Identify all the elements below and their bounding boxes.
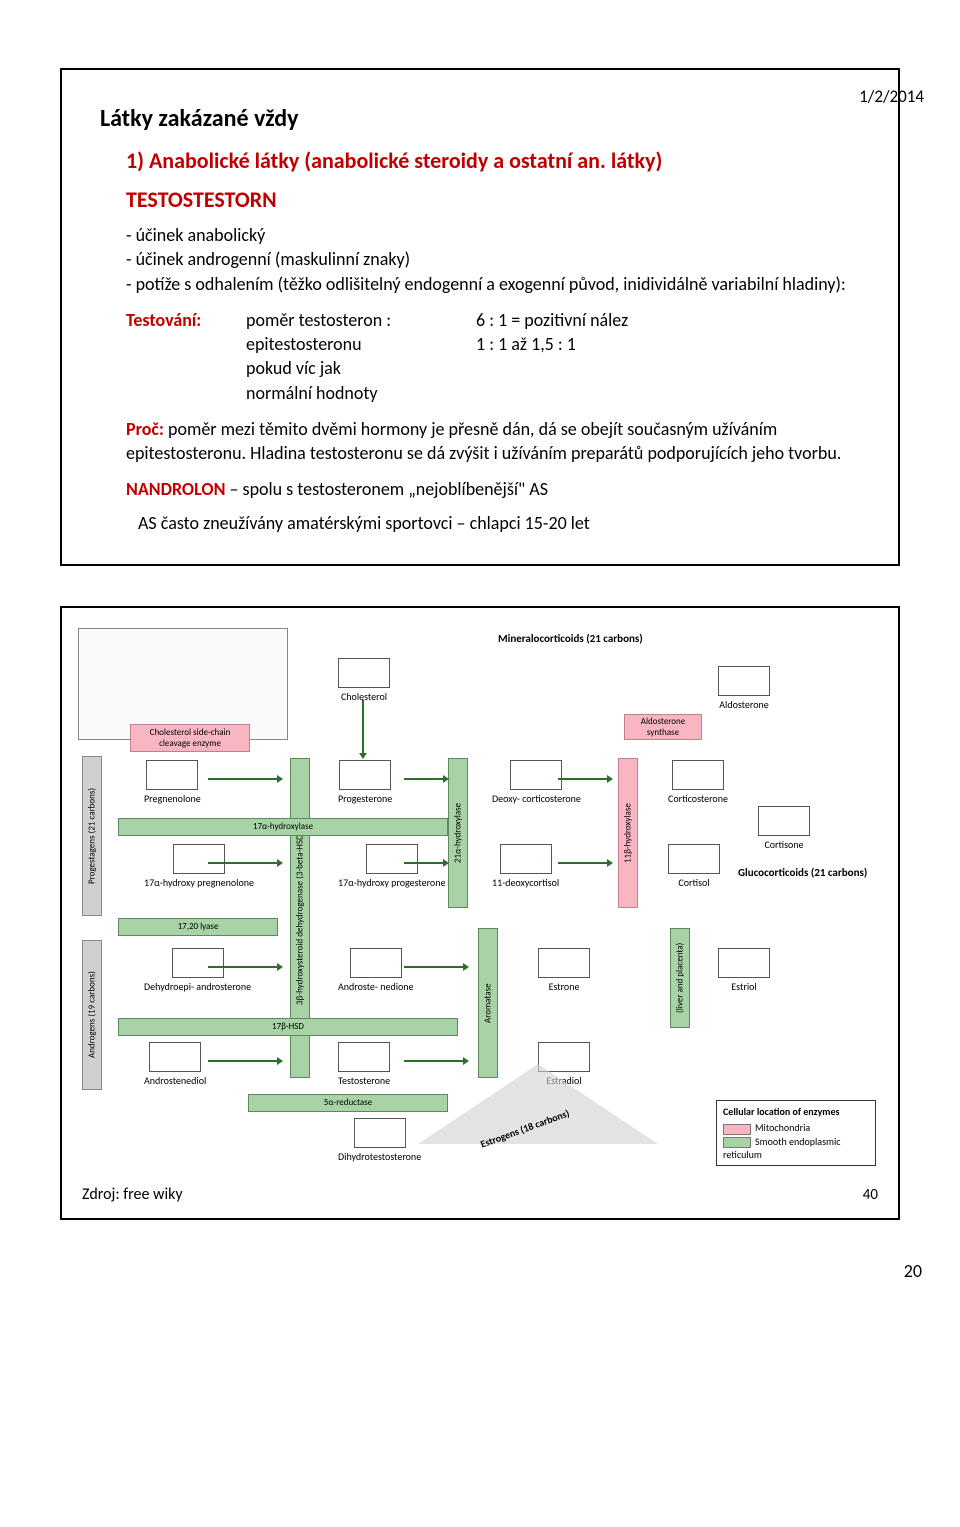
legend-item: Mitochondria xyxy=(723,1121,869,1134)
slide1-subtitle: 1) Anabolické látky (anabolické steroidy… xyxy=(126,147,860,174)
arrow xyxy=(404,1060,464,1062)
mol-cortisone: Cortisone xyxy=(758,806,810,851)
legend-item: Smooth endoplasmic reticulum xyxy=(723,1135,869,1161)
class-estrogens-triangle xyxy=(418,1064,658,1144)
slide1-bullets: účinek anabolický účinek androgenní (mas… xyxy=(126,223,860,296)
steroidogenesis-diagram: Mineralocorticoids (21 carbons) Glucocor… xyxy=(78,628,882,1172)
as-note: AS často zneužívány amatérskými sportovc… xyxy=(138,512,860,534)
mol-progesterone: Progesterone xyxy=(338,760,392,805)
mol-17a-oh-progesterone: 17α-hydroxy progesterone xyxy=(338,844,445,889)
test-col2-r3: 1 : 1 až 1,5 : 1 xyxy=(476,332,860,356)
arrow xyxy=(404,862,444,864)
proc-label: Proč: xyxy=(126,418,164,440)
nandrolon-bold: NANDROLON xyxy=(126,478,225,500)
test-col2: 6 : 1 = pozitivní nález 1 : 1 až 1,5 : 1 xyxy=(476,308,860,405)
mol-androstenediol: Androstenediol xyxy=(144,1042,206,1087)
mol-cortisol: Cortisol xyxy=(668,844,720,889)
test-col1: poměr testosteron : epitestosteronu poku… xyxy=(246,308,476,405)
slide-1: Látky zakázané vždy 1) Anabolické látky … xyxy=(60,68,900,566)
enzyme-aldosterone-synthase: Aldosterone synthase xyxy=(624,714,702,740)
mol-dihydrotestosterone: Dihydrotestosterone xyxy=(338,1118,421,1163)
mol-estriol: Estriol xyxy=(718,948,770,993)
enzyme-cholesterol-cleavage: Cholesterol side-chain cleavage enzyme xyxy=(130,724,250,752)
test-col1-r1: poměr testosteron : epitestosteronu xyxy=(246,308,476,357)
enzyme-17b-hsd: 17β-HSD xyxy=(118,1018,458,1036)
page-number: 20 xyxy=(0,1260,922,1282)
test-block: Testování: poměr testosteron : epitestos… xyxy=(126,308,860,405)
mineralocorticoids-header: Mineralocorticoids (21 carbons) xyxy=(498,632,643,645)
slide2-source: Zdroj: free wiky xyxy=(82,1185,183,1204)
test-label: Testování: xyxy=(126,308,246,405)
proc-block: Proč: poměr mezi těmito dvěmi hormony je… xyxy=(126,417,860,466)
slide-2: Mineralocorticoids (21 carbons) Glucocor… xyxy=(60,606,900,1220)
mol-estrone: Estrone xyxy=(538,948,590,993)
legend-title: Cellular location of enzymes xyxy=(723,1105,869,1118)
slide1-title: Látky zakázané vždy xyxy=(100,104,860,133)
arrow xyxy=(208,862,278,864)
mol-11-deoxycortisol: 11-deoxycortisol xyxy=(492,844,559,889)
class-progestagens: Progestagens (21 carbons) xyxy=(82,756,102,916)
arrow xyxy=(404,966,464,968)
mol-aldosterone: Aldosterone xyxy=(718,666,770,711)
mol-cholesterol: Cholesterol xyxy=(338,658,390,703)
arrow xyxy=(558,778,608,780)
slide1-hormone: TESTOSTESTORN xyxy=(126,186,860,213)
mol-dhea: Dehydroepi- androsterone xyxy=(144,948,251,993)
enzyme-21a-hydroxylase: 21α-hydroxylase xyxy=(448,758,468,908)
legend-box: Cellular location of enzymes Mitochondri… xyxy=(716,1100,876,1165)
mol-pregnenolone: Pregnenolone xyxy=(144,760,201,805)
glucocorticoids-header: Glucocorticoids (21 carbons) xyxy=(738,866,867,879)
arrow xyxy=(558,862,608,864)
arrow xyxy=(208,966,278,968)
test-col1-r2: pokud víc jak xyxy=(246,356,476,380)
arrow xyxy=(362,700,364,754)
mol-testosterone: Testosterone xyxy=(338,1042,390,1087)
enzyme-17-20-lyase: 17,20 lyase xyxy=(118,918,278,936)
mol-17a-oh-pregnenolone: 17α-hydroxy pregnenolone xyxy=(144,844,254,889)
test-col2-r2: 6 : 1 = pozitivní nález xyxy=(476,308,860,332)
enzyme-aromatase: Aromatase xyxy=(478,928,498,1078)
arrow xyxy=(208,778,278,780)
mol-deoxycorticosterone: Deoxy- corticosterone xyxy=(492,760,581,805)
test-col1-r3: normální hodnoty xyxy=(246,381,476,405)
enzyme-17a-hydroxylase: 17α-hydroxylase xyxy=(118,818,448,836)
arrow xyxy=(208,1060,278,1062)
enzyme-11b-hydroxylase: 11β-hydroxylase xyxy=(618,758,638,908)
legend-swatch-ser xyxy=(723,1137,751,1148)
nandrolon-rest: – spolu s testosteronem „nejoblíbenější"… xyxy=(225,478,548,500)
slide2-pagenum: 40 xyxy=(863,1186,878,1204)
mol-corticosterone: Corticosterone xyxy=(668,760,728,805)
bullet-item: potíže s odhalením (těžko odlišitelný en… xyxy=(126,272,860,296)
legend-swatch-mito xyxy=(723,1124,751,1135)
enzyme-liver-placenta: (liver and placenta) xyxy=(670,928,690,1028)
bullet-item: účinek anabolický xyxy=(126,223,860,247)
arrow xyxy=(404,778,444,780)
nandrolon-line: NANDROLON – spolu s testosteronem „nejob… xyxy=(126,478,860,500)
bullet-item: účinek androgenní (maskulinní znaky) xyxy=(126,247,860,271)
class-androgens: Androgens (19 carbons) xyxy=(82,940,102,1090)
proc-text: poměr mezi těmito dvěmi hormony je přesn… xyxy=(126,418,841,464)
mol-androstenedione: Androste- nedione xyxy=(338,948,414,993)
